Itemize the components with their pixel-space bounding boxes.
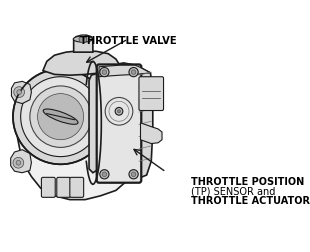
Circle shape (100, 68, 109, 77)
Polygon shape (140, 123, 162, 144)
Polygon shape (89, 74, 100, 173)
Polygon shape (43, 51, 120, 76)
Text: THROTTLE POSITION: THROTTLE POSITION (191, 176, 304, 186)
Circle shape (38, 94, 84, 140)
Circle shape (13, 158, 24, 169)
Circle shape (79, 36, 87, 44)
FancyBboxPatch shape (57, 178, 71, 198)
Ellipse shape (43, 110, 78, 125)
FancyBboxPatch shape (97, 65, 141, 183)
Circle shape (117, 110, 121, 113)
Polygon shape (99, 66, 150, 77)
Circle shape (115, 108, 123, 116)
Circle shape (131, 172, 136, 177)
Circle shape (102, 71, 107, 75)
Circle shape (14, 87, 24, 98)
FancyBboxPatch shape (139, 77, 164, 111)
Circle shape (129, 170, 138, 179)
Circle shape (131, 71, 136, 75)
FancyBboxPatch shape (42, 178, 55, 198)
Circle shape (13, 70, 108, 165)
Ellipse shape (73, 37, 92, 43)
Circle shape (30, 87, 91, 148)
Polygon shape (11, 150, 31, 173)
Polygon shape (11, 82, 31, 104)
Text: THROTTLE ACTUATOR: THROTTLE ACTUATOR (191, 195, 310, 205)
Polygon shape (139, 68, 153, 178)
Circle shape (21, 77, 100, 157)
Polygon shape (18, 64, 141, 200)
Circle shape (102, 172, 107, 177)
FancyBboxPatch shape (70, 178, 84, 198)
Circle shape (129, 68, 138, 77)
Circle shape (17, 90, 21, 95)
Text: (TP) SENSOR and: (TP) SENSOR and (191, 185, 276, 195)
Circle shape (100, 170, 109, 179)
Text: THROTTLE VALVE: THROTTLE VALVE (80, 36, 176, 46)
Circle shape (16, 161, 21, 165)
Polygon shape (74, 36, 93, 53)
